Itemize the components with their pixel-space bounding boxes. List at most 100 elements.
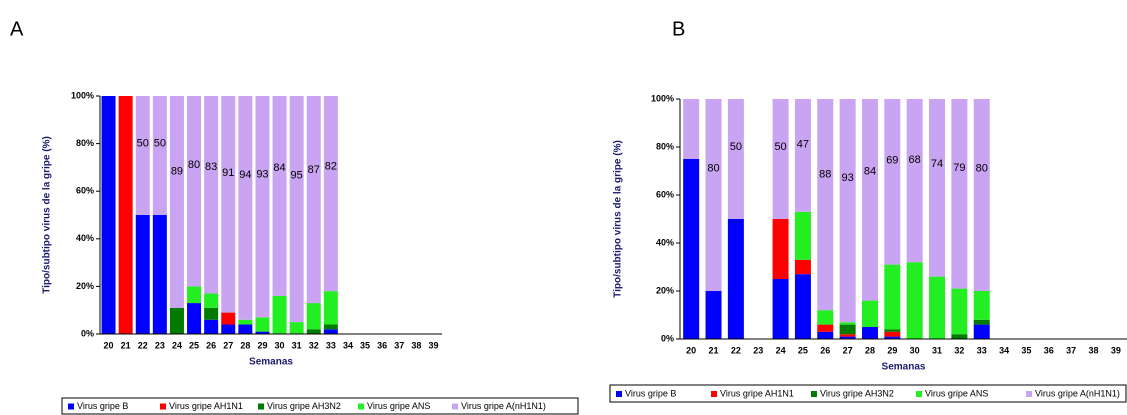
x-tick-label: 23 <box>753 345 763 355</box>
x-tick-label: 20 <box>104 340 114 350</box>
y-tick-label: 0% <box>661 333 674 343</box>
x-tick-label: 36 <box>377 340 387 350</box>
bar-segment <box>861 327 878 339</box>
bar-segment <box>884 329 901 332</box>
legend-swatch <box>68 403 74 410</box>
x-tick-label: 30 <box>910 345 920 355</box>
legend-swatch <box>1026 391 1032 397</box>
x-tick-label: 29 <box>887 345 897 355</box>
bar-segment <box>135 215 150 334</box>
y-axis-label: Tipo/subtipo virus de la gripe (%) <box>613 140 624 298</box>
bar-segment <box>238 96 253 320</box>
x-tick-label: 26 <box>820 345 830 355</box>
legend-swatch <box>160 403 166 410</box>
data-label: 80 <box>976 163 988 175</box>
bar-segment <box>187 96 202 287</box>
x-tick-label: 32 <box>954 345 964 355</box>
x-tick-label: 23 <box>155 340 165 350</box>
x-tick-label: 28 <box>240 340 250 350</box>
y-tick-label: 40% <box>656 237 674 247</box>
bar-segment <box>705 99 722 291</box>
data-label: 83 <box>205 161 217 173</box>
bar-segment <box>238 324 253 334</box>
data-label: 82 <box>325 160 337 172</box>
bar-segment <box>204 319 219 334</box>
bar-segment <box>204 293 219 308</box>
legend-entry: Virus gripe AH1N1 <box>169 401 243 411</box>
x-tick-label: 20 <box>686 345 696 355</box>
x-tick-label: 27 <box>843 345 853 355</box>
x-tick-label: 34 <box>999 345 1009 355</box>
bar-segment <box>906 262 923 339</box>
x-tick-label: 32 <box>309 340 319 350</box>
bar-segment <box>929 276 946 339</box>
data-label: 93 <box>256 168 268 180</box>
x-tick-label: 39 <box>1111 345 1121 355</box>
bar-segment <box>238 319 253 325</box>
x-tick-label: 35 <box>360 340 370 350</box>
bar-segment <box>272 295 287 334</box>
bar-segment <box>289 96 304 323</box>
bar-segment <box>772 279 789 339</box>
bar-segment <box>683 159 700 339</box>
y-tick-label: 60% <box>656 189 674 199</box>
bar-segment <box>272 96 287 296</box>
x-axis-label: Semanas <box>882 362 926 373</box>
legend-swatch <box>452 403 458 410</box>
bar-segment <box>323 329 338 334</box>
data-label: 84 <box>273 162 285 174</box>
bar-segment <box>861 99 878 301</box>
x-tick-label: 31 <box>932 345 942 355</box>
x-tick-label: 26 <box>206 340 216 350</box>
x-axis-label: Semanas <box>249 357 293 368</box>
bar-segment <box>152 215 167 334</box>
bar-segment <box>861 300 878 327</box>
x-tick-label: 36 <box>1044 345 1054 355</box>
bar-segment <box>187 286 202 304</box>
bar-segment <box>884 336 901 339</box>
x-tick-label: 22 <box>731 345 741 355</box>
bar-segment <box>973 99 990 291</box>
bar-segment <box>152 96 167 215</box>
data-label: 69 <box>886 155 898 167</box>
x-tick-label: 39 <box>428 340 438 350</box>
x-tick-label: 25 <box>189 340 199 350</box>
bar-segment <box>705 291 722 339</box>
y-tick-label: 60% <box>76 186 94 196</box>
data-label: 68 <box>909 154 921 166</box>
legend-swatch <box>258 403 264 410</box>
data-label: 88 <box>819 168 831 180</box>
bar-segment <box>794 211 811 260</box>
legend-entry: Virus gripe ANS <box>925 388 988 398</box>
bar-segment <box>221 312 236 325</box>
bar-segment <box>323 96 338 292</box>
bar-segment <box>884 264 901 330</box>
x-tick-label: 34 <box>343 340 353 350</box>
bar-segment <box>839 336 856 339</box>
bar-segment <box>306 96 321 304</box>
x-tick-label: 33 <box>977 345 987 355</box>
x-tick-label: 35 <box>1021 345 1031 355</box>
bar-segment <box>255 96 270 318</box>
y-tick-label: 100% <box>71 90 94 100</box>
bar-segment <box>727 219 744 339</box>
bar-segment <box>839 99 856 323</box>
bar-segment <box>135 96 150 215</box>
x-tick-label: 30 <box>275 340 285 350</box>
data-label: 50 <box>774 141 786 153</box>
data-label: 95 <box>291 170 303 182</box>
legend-entry: Virus gripe ANS <box>367 401 430 411</box>
bar-segment <box>727 99 744 219</box>
legend-entry: Virus gripe AH1N1 <box>720 388 794 398</box>
bar-segment <box>169 96 184 308</box>
legend-entry: Virus gripe AH3N2 <box>267 401 341 411</box>
x-tick-label: 37 <box>394 340 404 350</box>
x-tick-label: 25 <box>798 345 808 355</box>
bar-segment <box>817 331 834 339</box>
x-tick-label: 33 <box>326 340 336 350</box>
bar-segment <box>255 317 270 332</box>
bar-segment <box>323 324 338 330</box>
bar-segment <box>906 99 923 263</box>
x-tick-label: 28 <box>865 345 875 355</box>
data-label: 87 <box>308 164 320 176</box>
